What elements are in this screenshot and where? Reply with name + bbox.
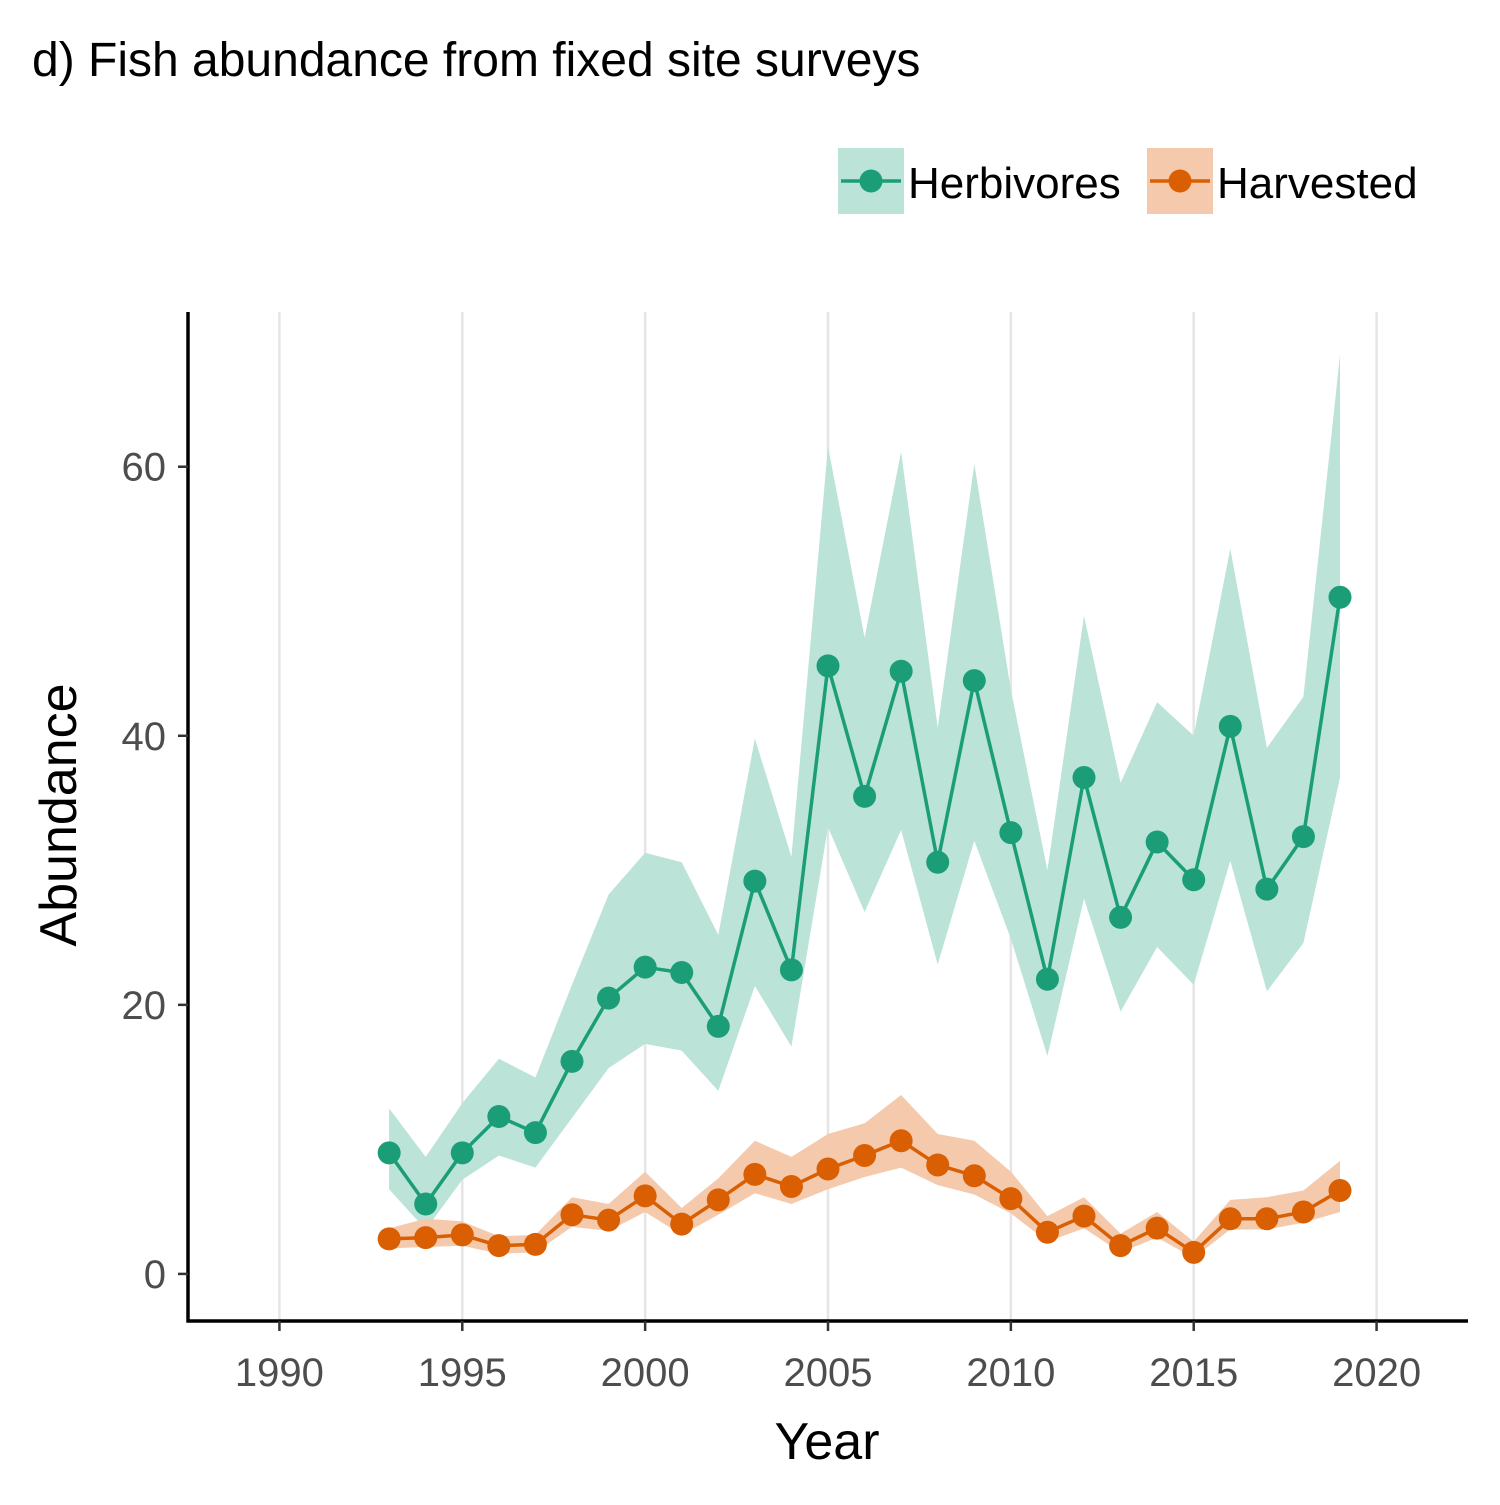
point-harvested-2011 [1035, 1220, 1059, 1244]
point-harvested-2013 [1109, 1234, 1133, 1258]
y-axis-label: Abundance [30, 683, 88, 946]
point-harvested-1999 [597, 1208, 621, 1232]
x-tick-label-2000: 2000 [601, 1351, 690, 1395]
x-tick-label-2015: 2015 [1149, 1351, 1238, 1395]
point-harvested-2002 [706, 1188, 730, 1212]
point-herbivores-2005 [816, 654, 840, 678]
point-herbivores-2016 [1218, 714, 1242, 738]
point-harvested-2006 [853, 1144, 877, 1168]
point-harvested-2012 [1072, 1204, 1096, 1228]
point-herbivores-2002 [706, 1014, 730, 1038]
point-herbivores-1999 [597, 986, 621, 1010]
point-herbivores-2012 [1072, 765, 1096, 789]
point-harvested-1994 [414, 1226, 438, 1250]
legend: Herbivores Harvested [838, 148, 1418, 214]
point-harvested-2009 [962, 1164, 986, 1188]
x-tick-label-2010: 2010 [966, 1351, 1055, 1395]
legend-key-point-harvested [1168, 169, 1192, 193]
point-harvested-1997 [523, 1232, 547, 1256]
point-harvested-1993 [377, 1227, 401, 1251]
point-herbivores-2008 [926, 850, 950, 874]
chart-title: d) Fish abundance from fixed site survey… [32, 34, 920, 87]
point-herbivores-2013 [1109, 905, 1133, 929]
point-herbivores-2007 [889, 659, 913, 683]
ribbon-harvested [389, 1095, 1341, 1258]
y-tick-label-60: 60 [122, 446, 167, 490]
point-harvested-2004 [779, 1174, 803, 1198]
y-tick-label-0: 0 [144, 1253, 166, 1297]
point-herbivores-1998 [560, 1049, 584, 1073]
point-herbivores-2000 [633, 955, 657, 979]
point-harvested-2008 [926, 1153, 950, 1177]
legend-label-harvested: Harvested [1217, 159, 1418, 208]
point-herbivores-2001 [670, 961, 694, 985]
point-herbivores-1995 [450, 1141, 474, 1165]
x-axis-label: Year [774, 1413, 879, 1471]
point-harvested-2019 [1328, 1179, 1352, 1203]
point-harvested-2005 [816, 1157, 840, 1181]
point-harvested-1998 [560, 1203, 584, 1227]
point-harvested-2000 [633, 1184, 657, 1208]
point-harvested-2016 [1218, 1207, 1242, 1231]
y-tick-label-20: 20 [122, 984, 167, 1028]
point-harvested-2014 [1145, 1216, 1169, 1240]
point-herbivores-2009 [962, 669, 986, 693]
point-harvested-2007 [889, 1129, 913, 1153]
point-harvested-2001 [670, 1212, 694, 1236]
x-tick-label-1995: 1995 [418, 1351, 507, 1395]
point-herbivores-1994 [414, 1192, 438, 1216]
legend-label-herbivores: Herbivores [908, 159, 1121, 208]
series-lines [377, 585, 1352, 1264]
x-tick-label-2005: 2005 [784, 1351, 873, 1395]
point-harvested-1995 [450, 1223, 474, 1247]
point-herbivores-1996 [487, 1105, 511, 1129]
point-herbivores-2014 [1145, 830, 1169, 854]
point-herbivores-2010 [999, 821, 1023, 845]
point-herbivores-2015 [1182, 868, 1206, 892]
point-herbivores-2017 [1255, 877, 1279, 901]
point-herbivores-2006 [853, 784, 877, 808]
legend-key-point-herbivores [859, 169, 883, 193]
point-herbivores-1997 [523, 1121, 547, 1145]
x-tick-label-1990: 1990 [235, 1351, 324, 1395]
point-herbivores-2003 [743, 869, 767, 893]
point-harvested-2003 [743, 1162, 767, 1186]
point-herbivores-2018 [1291, 825, 1315, 849]
point-herbivores-1993 [377, 1141, 401, 1165]
point-herbivores-2011 [1035, 967, 1059, 991]
point-harvested-2010 [999, 1187, 1023, 1211]
y-tick-label-40: 40 [122, 715, 167, 759]
x-tick-label-2020: 2020 [1332, 1351, 1421, 1395]
axes: 1990 1995 2000 2005 2010 2015 2020 0 20 40 60 [122, 312, 1468, 1395]
point-herbivores-2004 [779, 958, 803, 982]
point-harvested-2015 [1182, 1240, 1206, 1264]
point-harvested-2018 [1291, 1200, 1315, 1224]
point-harvested-2017 [1255, 1207, 1279, 1231]
point-herbivores-2019 [1328, 585, 1352, 609]
point-harvested-1996 [487, 1234, 511, 1258]
